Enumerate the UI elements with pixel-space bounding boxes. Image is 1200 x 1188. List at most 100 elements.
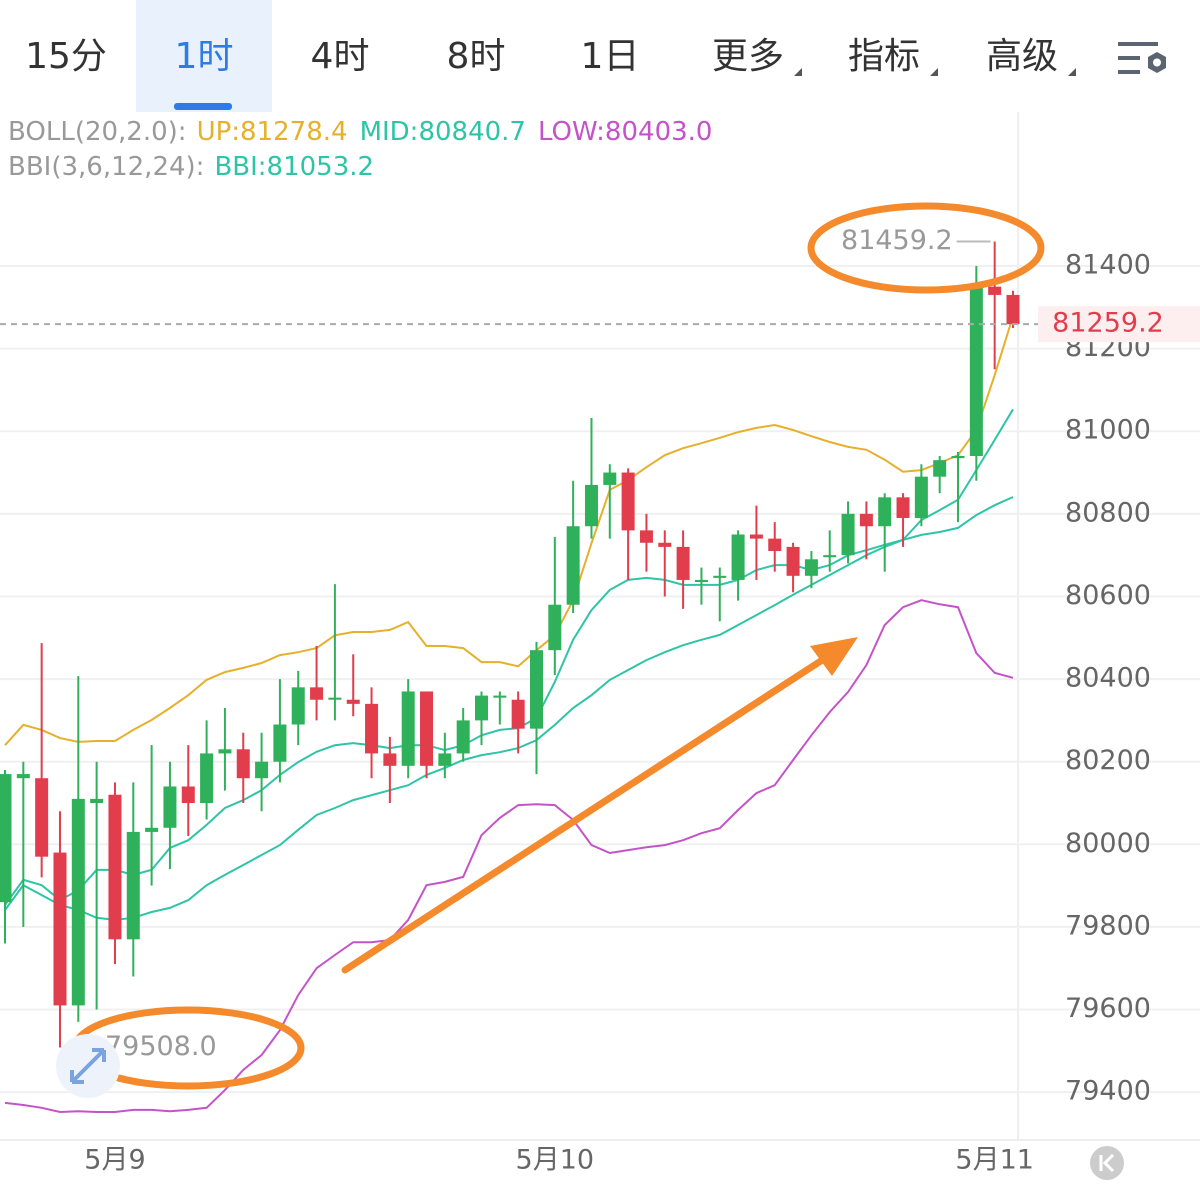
- min-price-label: 79508.0: [105, 1031, 217, 1062]
- candle-body: [383, 753, 397, 766]
- legend-entry: LOW:80403.0: [538, 117, 712, 147]
- candle-body: [804, 559, 818, 576]
- y-tick-label: 80000: [1065, 828, 1151, 859]
- candle-body: [951, 456, 965, 459]
- candle-body: [126, 831, 140, 940]
- candle-body: [511, 699, 525, 729]
- candle-body: [420, 691, 434, 766]
- tab-label[interactable]: 指标: [848, 36, 920, 77]
- candle-body: [914, 476, 928, 518]
- candle-body: [584, 484, 598, 527]
- scroll-end-button[interactable]: [1090, 1146, 1124, 1180]
- candle-body: [475, 695, 489, 721]
- candle-body: [768, 538, 782, 552]
- dropdown-caret: [794, 68, 802, 76]
- indicator-lines: [4, 315, 1014, 1114]
- candle-body: [328, 697, 342, 700]
- x-tick-label: 5月9: [84, 1145, 145, 1176]
- candle-body: [200, 753, 214, 803]
- candle-body: [108, 794, 122, 940]
- tab-bar: 15分 1时 4时 8时 1日 更多 指标 高级: [25, 0, 1076, 112]
- y-tick-label: 79600: [1065, 993, 1151, 1024]
- candle-body: [859, 513, 873, 527]
- candle-body: [749, 534, 763, 539]
- tab-label[interactable]: 1日: [581, 36, 640, 77]
- candle-body: [823, 555, 837, 558]
- y-tick-label: 80800: [1065, 497, 1151, 528]
- candle-body: [71, 798, 85, 1006]
- candle-body: [218, 749, 232, 754]
- candle-body: [988, 286, 1002, 295]
- tab-label[interactable]: 1时: [175, 36, 234, 77]
- labels: 79400 79600 79800 80000 80200 80400 80600 80800…: [0, 225, 1200, 1176]
- expand-icon[interactable]: [56, 1034, 120, 1098]
- candle-body: [291, 687, 305, 725]
- candle-body: [1006, 294, 1020, 325]
- candle-body: [401, 691, 415, 766]
- y-tick-label: 79800: [1065, 910, 1151, 941]
- candle-body: [493, 695, 507, 698]
- tab-label[interactable]: 高级: [986, 36, 1058, 77]
- legend-entry: MID:80840.7: [360, 117, 526, 147]
- y-tick-label: 80200: [1065, 745, 1151, 776]
- legend-line: BOLL(20,2.0): UP:81278.4 MID:80840.7 LOW:80…: [8, 117, 712, 147]
- legend-entry: UP:81278.4: [197, 117, 348, 147]
- legend-group-label: BBI(3,6,12,24):: [8, 152, 204, 182]
- candle-body: [273, 724, 287, 762]
- candle-body: [456, 720, 470, 754]
- candle-body: [529, 650, 543, 729]
- candle-body: [53, 852, 67, 1006]
- active-tab-bg: [136, 0, 272, 112]
- candle-body: [566, 526, 580, 605]
- candle-body: [786, 546, 800, 576]
- candle-body: [694, 579, 708, 583]
- candle-body: [181, 786, 195, 803]
- x-tick-label: 5月10: [516, 1145, 595, 1176]
- y-tick-label: 79400: [1065, 1076, 1151, 1107]
- candles: [0, 241, 1020, 1048]
- candle-body: [896, 497, 910, 518]
- legend-line: BBI(3,6,12,24): BBI:81053.2: [8, 152, 374, 182]
- candle-body: [639, 530, 653, 543]
- last-price-label: 81259.2: [1052, 308, 1164, 339]
- candle-body: [933, 460, 947, 477]
- candle-body: [621, 472, 635, 531]
- candle-body: [878, 497, 892, 527]
- y-tick-label: 81000: [1065, 415, 1151, 446]
- candle-body: [310, 687, 324, 700]
- y-tick-label: 81400: [1065, 250, 1151, 281]
- candle-body: [603, 472, 617, 485]
- tab-label[interactable]: 4时: [311, 36, 370, 77]
- y-tick-label: 80600: [1065, 580, 1151, 611]
- max-price-label: 81459.2: [841, 225, 953, 256]
- y-tick-label: 80400: [1065, 663, 1151, 694]
- candle-body: [969, 286, 983, 457]
- candle-body: [713, 575, 727, 578]
- candle-body: [676, 546, 690, 580]
- candle-body: [0, 774, 12, 903]
- settings-icon[interactable]: [1118, 42, 1166, 74]
- tab-label[interactable]: 8时: [447, 36, 506, 77]
- candle-body: [548, 604, 562, 651]
- legend-group-label: BOLL(20,2.0):: [8, 117, 187, 147]
- candle-body: [236, 749, 250, 779]
- active-tab-indicator: [174, 103, 232, 110]
- candle-body: [16, 774, 30, 779]
- legend-entry: BBI:81053.2: [214, 152, 374, 182]
- indicator-line: [4, 599, 1014, 1114]
- candle-body: [438, 753, 452, 766]
- candle-body: [163, 786, 177, 828]
- tab-label[interactable]: 15分: [25, 36, 107, 77]
- candle-body: [90, 798, 104, 803]
- candle-body: [346, 699, 360, 704]
- indicator-line: [4, 496, 1014, 921]
- dropdown-caret: [1068, 68, 1076, 76]
- tab-label[interactable]: 更多: [712, 36, 784, 77]
- last-price-bg: [1038, 306, 1200, 343]
- candle-body: [255, 761, 269, 779]
- candle-body: [841, 513, 855, 556]
- x-tick-label: 5月11: [955, 1145, 1034, 1176]
